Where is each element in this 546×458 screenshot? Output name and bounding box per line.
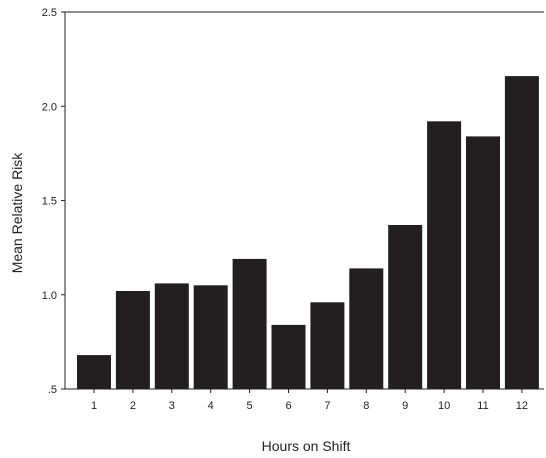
- x-axis-title: Hours on Shift: [262, 438, 351, 454]
- x-tick-label: 11: [477, 400, 488, 412]
- bar-11: [466, 136, 500, 389]
- x-ticks-group: 1 2 3 4 5 6 7 8 9 10 11 12: [91, 389, 528, 412]
- bar-4: [193, 285, 228, 389]
- x-tick-label: 3: [169, 400, 175, 412]
- x-tick-label: 5: [247, 400, 253, 412]
- x-tick-label: 4: [208, 400, 214, 412]
- y-axis-title: Mean Relative Risk: [9, 152, 25, 274]
- bar-1: [77, 355, 111, 389]
- x-tick-label: 1: [91, 400, 97, 412]
- bar-3: [154, 283, 189, 389]
- y-ticks-group: .5 1.0 1.5 2.0 2.5: [42, 7, 65, 396]
- x-tick-label: 9: [402, 400, 408, 412]
- x-tick-label: 12: [516, 400, 528, 412]
- x-tick-label: 6: [285, 400, 291, 412]
- bar-5: [232, 258, 267, 389]
- x-tick-label: 2: [130, 400, 136, 412]
- x-tick-label: 8: [363, 400, 369, 412]
- y-tick-label: 1.5: [42, 196, 57, 208]
- x-tick-label: 10: [438, 400, 450, 412]
- bar-2: [115, 291, 150, 389]
- bar-10: [427, 121, 462, 390]
- bar-7: [310, 302, 345, 389]
- y-tick-label: .5: [48, 384, 57, 396]
- bar-12: [504, 76, 539, 389]
- x-tick-label: 7: [324, 400, 330, 412]
- bar-8: [349, 268, 384, 389]
- y-tick-label: 2.5: [42, 7, 57, 19]
- bar-6: [271, 324, 306, 389]
- bar-9: [388, 225, 423, 389]
- y-tick-label: 2.0: [42, 101, 57, 113]
- y-tick-label: 1.0: [42, 290, 57, 302]
- bars-group: [77, 76, 539, 390]
